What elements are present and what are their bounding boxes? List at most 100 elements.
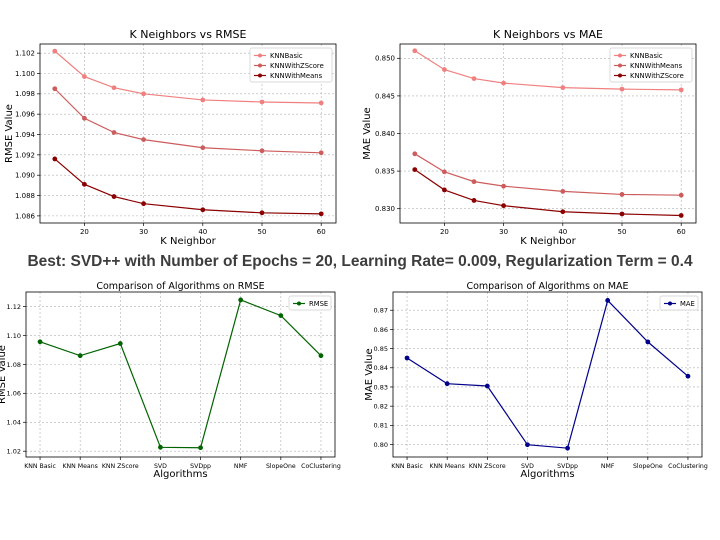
x-tick-label: SVDpp <box>190 463 211 470</box>
data-point <box>645 339 651 345</box>
data-point <box>685 373 691 379</box>
chart-title: K Neighbors vs MAE <box>493 28 603 41</box>
data-point <box>200 97 206 103</box>
x-tick-label: 60 <box>677 228 686 236</box>
data-point <box>442 169 447 175</box>
y-tick-label: 1.092 <box>15 151 35 159</box>
y-tick-label: 1.086 <box>15 212 36 220</box>
data-point <box>678 213 684 218</box>
x-axis-ticks: KNN Basic KNN Means KNN ZScore SVD SVDpp NMF S… <box>391 292 708 470</box>
x-tick-label: KNN ZScore <box>469 463 506 470</box>
series-knnbasic <box>412 48 684 93</box>
x-tick-label: CoClustering <box>668 463 708 470</box>
x-tick-label: 40 <box>558 228 567 236</box>
y-tick-label: 0.85 <box>374 345 388 353</box>
data-point <box>678 192 684 198</box>
data-point <box>238 297 244 303</box>
data-point <box>471 198 477 203</box>
data-point <box>259 210 265 216</box>
data-point <box>278 313 284 318</box>
data-point <box>484 383 490 389</box>
x-axis-label: Algorithms <box>153 469 207 480</box>
y-tick-label: 1.096 <box>15 111 36 119</box>
x-tick-label: 20 <box>440 228 449 236</box>
legend-label: MAE <box>680 300 695 308</box>
legend: MAE <box>659 295 699 311</box>
data-point <box>412 48 418 54</box>
x-tick-label: SVD <box>154 463 167 470</box>
data-point <box>471 179 477 185</box>
y-tick-label: 0.840 <box>375 130 395 138</box>
x-axis-label: K Neighbor <box>160 236 216 247</box>
x-tick-label: KNN Basic <box>391 463 423 470</box>
data-point <box>501 183 506 189</box>
legend-label: KNNBasic <box>630 52 663 60</box>
y-tick-label: 1.090 <box>15 172 35 180</box>
legend-box <box>249 47 333 83</box>
y-tick-label: 0.80 <box>374 441 388 449</box>
legend: RMSE <box>288 295 332 311</box>
plot-frame <box>399 43 697 224</box>
data-point <box>37 339 43 345</box>
legend-swatch-marker <box>618 73 622 78</box>
chart-k-neighbors-vs-mae: K Neighbors vs MAE0.8300.8350.8400.8450.… <box>362 28 697 247</box>
x-tick-label: 30 <box>499 228 508 236</box>
data-point <box>619 192 625 197</box>
legend-swatch-marker <box>258 53 262 58</box>
data-point <box>198 445 203 451</box>
x-tick-label: SlopeOne <box>633 463 663 470</box>
data-point <box>111 85 117 91</box>
y-tick-label: 1.098 <box>15 90 35 98</box>
data-point <box>141 137 147 143</box>
legend: KNNBasic KNNWithZScore KNNWithMeans <box>249 47 333 83</box>
data-point <box>619 211 625 217</box>
data-point <box>501 203 506 209</box>
data-point <box>318 100 324 106</box>
x-axis-label: Algorithms <box>520 469 574 480</box>
series-knnwithzscore <box>52 86 324 156</box>
plot-frame <box>39 43 337 224</box>
plot-frame <box>25 291 336 458</box>
data-point <box>318 150 324 156</box>
data-point <box>442 67 447 72</box>
x-tick-label: NMF <box>234 463 248 470</box>
x-tick-label: SVDpp <box>557 463 578 470</box>
series-mae <box>404 298 691 451</box>
legend-box <box>609 47 693 83</box>
y-tick-label: 1.094 <box>15 131 36 139</box>
y-tick-label: 0.81 <box>374 422 388 430</box>
data-point <box>412 167 418 173</box>
x-tick-label: KNN Means <box>429 463 464 470</box>
data-point <box>52 86 58 92</box>
data-point <box>678 87 684 93</box>
data-point <box>200 145 206 151</box>
series-line <box>54 158 322 215</box>
x-tick-label: SVD <box>521 463 534 470</box>
data-point <box>200 207 206 213</box>
series-rmse <box>37 297 324 451</box>
x-tick-label: 60 <box>317 228 326 236</box>
x-tick-label: KNN ZScore <box>102 463 139 470</box>
y-axis-label: RMSE Value <box>0 345 8 404</box>
plot-frame <box>392 291 703 458</box>
series-knnwithmeans <box>52 156 324 217</box>
chart-algorithms-mae: Comparison of Algorithms on MAE0.800.810… <box>364 281 708 480</box>
y-tick-label: 1.08 <box>7 361 21 369</box>
data-point <box>111 130 117 135</box>
series-line <box>406 299 689 449</box>
data-point <box>318 353 324 359</box>
y-axis-label: RMSE Value <box>4 104 15 163</box>
legend-label: KNNBasic <box>270 52 303 60</box>
x-tick-label: 40 <box>198 228 207 236</box>
x-axis-ticks: KNN Basic KNN Means KNN ZScore SVD SVDpp NMF S… <box>24 292 341 470</box>
y-tick-label: 0.830 <box>375 205 395 213</box>
y-axis-label: MAE Value <box>362 107 373 159</box>
series-line <box>39 299 322 449</box>
legend-box <box>288 295 332 311</box>
x-tick-label: 20 <box>80 228 89 236</box>
chart-title: Comparison of Algorithms on RMSE <box>96 281 264 292</box>
legend-swatch-marker <box>297 301 301 306</box>
legend-label: KNNWithMeans <box>270 72 323 80</box>
y-tick-label: 1.102 <box>15 50 35 58</box>
data-point <box>412 151 418 157</box>
